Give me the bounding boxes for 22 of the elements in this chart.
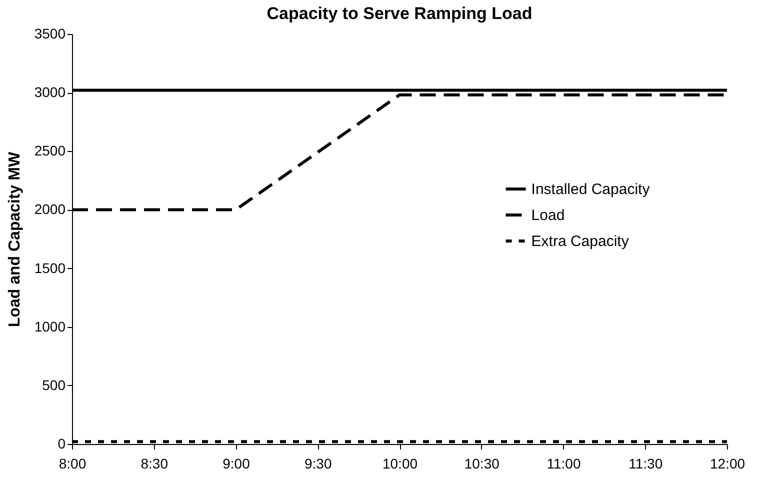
x-tick-label: 8:00 [58,456,86,472]
x-tick-label: 10:00 [382,456,418,472]
y-tick-label: 500 [42,376,66,393]
chart-title: Capacity to Serve Ramping Load [266,4,532,23]
x-tick-label: 11:30 [628,456,663,472]
legend-label: Load [531,207,565,224]
y-tick-label: 2500 [34,142,66,159]
legend-label: Installed Capacity [531,181,650,198]
x-tick-label: 8:30 [140,456,168,472]
y-axis-title: Load and Capacity MW [6,151,24,328]
y-tick-label: 1000 [34,318,66,334]
y-tick-label: 0 [58,436,66,452]
y-tick-label: 2000 [34,201,66,218]
legend-label: Extra Capacity [531,233,630,250]
x-tick-label: 11:00 [546,456,581,472]
y-tick-label: 3500 [34,26,66,42]
y-tick-label: 3000 [34,84,66,100]
x-tick-label: 9:30 [304,456,332,472]
y-tick-label: 1500 [34,260,66,276]
x-tick-label: 10:30 [464,456,500,472]
x-tick-label: 9:00 [222,456,250,472]
x-tick-label: 12:00 [710,456,746,472]
